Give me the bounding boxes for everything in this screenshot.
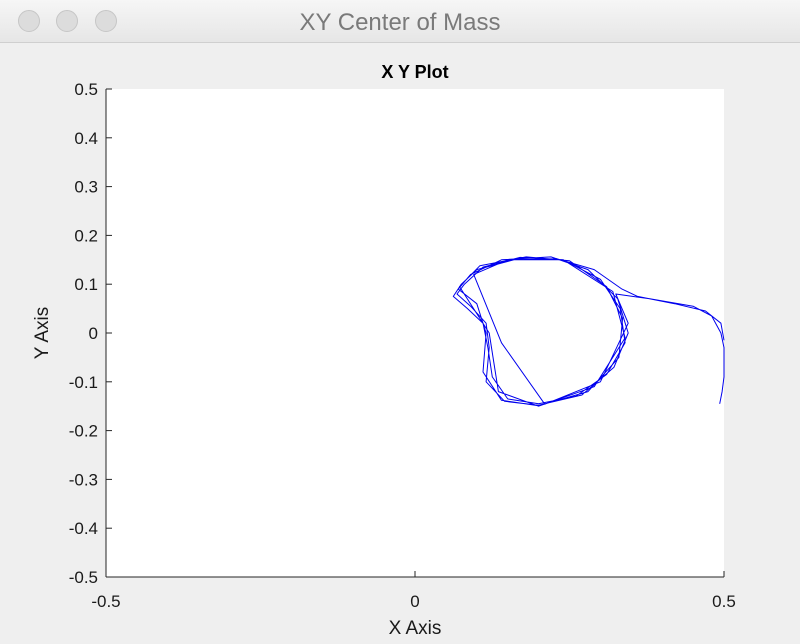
x-tick-label: -0.5	[91, 592, 120, 611]
y-ticks: 0.5 0.4 0.3 0.2 0.1 0 -0.1 -0.2 -0.3 -0.4 -0.5	[69, 80, 112, 587]
y-tick-label: 0.3	[74, 178, 98, 197]
y-tick-label: 0	[89, 324, 98, 343]
zoom-button[interactable]	[95, 10, 117, 32]
x-ticks: -0.5 0 0.5	[91, 571, 736, 611]
y-tick-label: 0.5	[74, 80, 98, 99]
x-axis-label: X Axis	[389, 618, 442, 639]
y-tick-label: -0.4	[69, 519, 98, 538]
y-tick-label: 0.4	[74, 129, 98, 148]
y-tick-label: -0.5	[69, 568, 98, 587]
y-tick-label: 0.2	[74, 226, 98, 245]
y-tick-label: -0.2	[69, 422, 98, 441]
x-tick-label: 0.5	[712, 592, 736, 611]
y-axis-label: Y Axis	[32, 307, 53, 359]
close-button[interactable]	[18, 10, 40, 32]
x-tick-label: 0	[410, 592, 419, 611]
plot-area	[106, 89, 724, 577]
center-of-mass-trace	[452, 256, 725, 407]
title-bar[interactable]: XY Center of Mass	[0, 0, 800, 43]
y-tick-label: -0.3	[69, 470, 98, 489]
y-tick-label: -0.1	[69, 373, 98, 392]
window-title: XY Center of Mass	[299, 9, 501, 36]
minimize-button[interactable]	[56, 10, 78, 32]
y-tick-label: 0.1	[74, 275, 98, 294]
plot-title: X Y Plot	[381, 62, 449, 82]
